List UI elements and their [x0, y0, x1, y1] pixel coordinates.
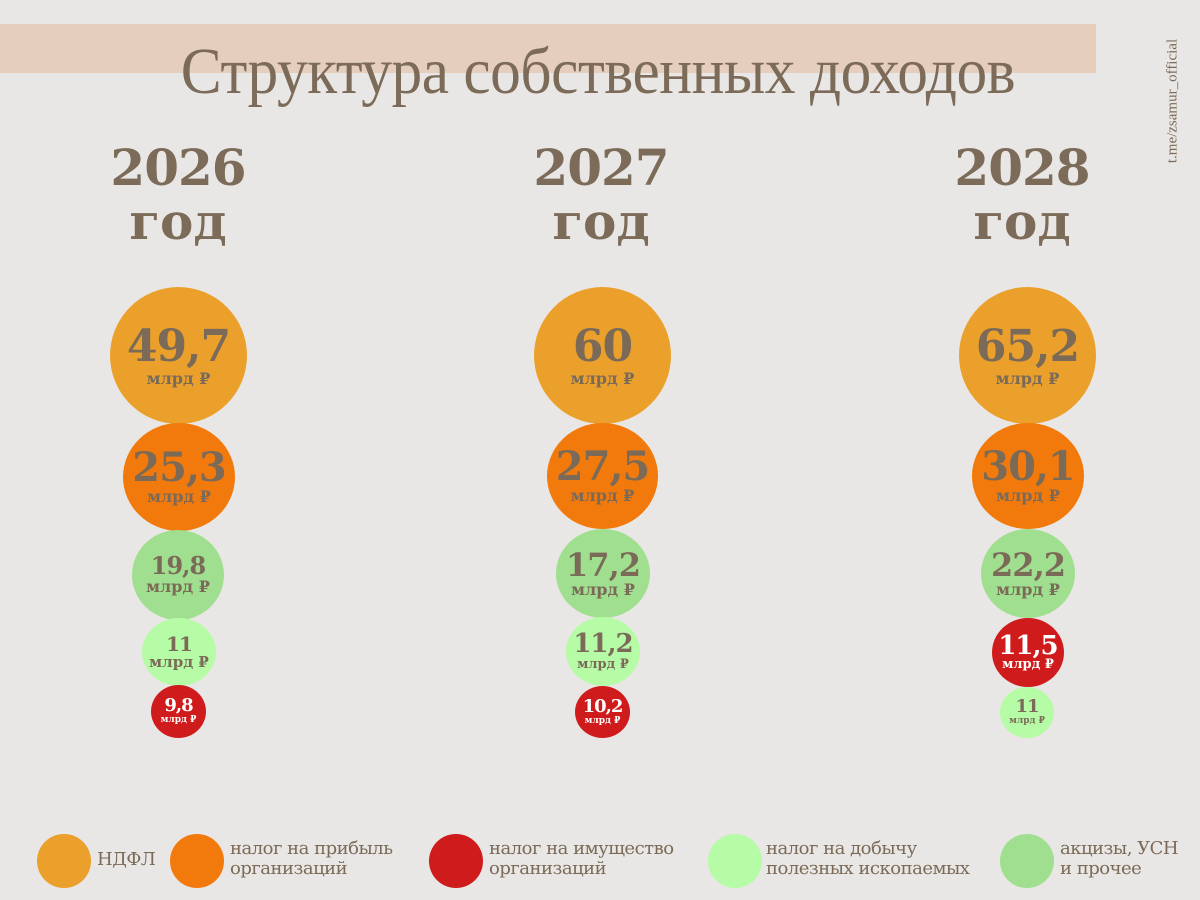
- legend-label-line2: организаций: [230, 858, 348, 879]
- legend-label-line2: полезных ископаемых: [766, 858, 970, 879]
- legend-label: НДФЛ: [97, 849, 156, 870]
- legend-label-line2: и прочее: [1060, 858, 1142, 879]
- bubble-2027-property: 10,2 млрд ₽: [575, 686, 630, 738]
- legend-label-line1: акцизы, УСН: [1060, 838, 1179, 859]
- year-heading-2027: 2027 год: [533, 138, 669, 251]
- bubble-2026-mining: 11 млрд ₽: [142, 618, 216, 686]
- bubble-2027-ndfl: 60 млрд ₽: [534, 287, 671, 424]
- watermark: t.me/zsamur_official: [1160, 16, 1186, 186]
- bubble-2028-mining: 11 млрд ₽: [1000, 687, 1054, 738]
- legend-swatch-property: [429, 834, 483, 888]
- legend-label-line1: налог на прибыль: [230, 838, 393, 859]
- year-heading-2028: 2028 год: [954, 138, 1090, 251]
- bubble-2028-ndfl: 65,2 млрд ₽: [959, 287, 1096, 424]
- bubble-2026-ndfl: 49,7 млрд ₽: [110, 287, 247, 424]
- bubble-2026-excise: 19,8 млрд ₽: [132, 530, 224, 620]
- bubble-2027-excise: 17,2 млрд ₽: [556, 529, 650, 618]
- legend: НДФЛ налог на прибыль организаций налог …: [0, 830, 1200, 890]
- watermark-text: t.me/zsamur_official: [1164, 38, 1181, 164]
- bubble-2026-profit: 25,3 млрд ₽: [123, 423, 235, 531]
- bubble-2028-property: 11,5 млрд ₽: [992, 618, 1064, 687]
- bubble-2028-profit: 30,1 млрд ₽: [972, 423, 1084, 529]
- legend-swatch-mining: [708, 834, 762, 888]
- legend-label-line2: организаций: [489, 858, 607, 879]
- legend-label-line1: налог на добычу: [766, 838, 917, 859]
- year-heading-2026: 2026 год: [110, 138, 246, 251]
- bubble-2027-mining: 11,2 млрд ₽: [566, 617, 640, 686]
- legend-swatch-ndfl: [37, 834, 91, 888]
- legend-swatch-profit: [170, 834, 224, 888]
- bubble-2026-property: 9,8 млрд ₽: [151, 685, 206, 738]
- legend-swatch-excise: [1000, 834, 1054, 888]
- bubble-2027-profit: 27,5 млрд ₽: [547, 423, 658, 529]
- legend-label-line1: налог на имущество: [489, 838, 674, 859]
- bubble-2028-excise: 22,2 млрд ₽: [981, 529, 1075, 618]
- title-band: [0, 24, 1096, 73]
- page-title: Структура собственных доходов: [180, 35, 1016, 108]
